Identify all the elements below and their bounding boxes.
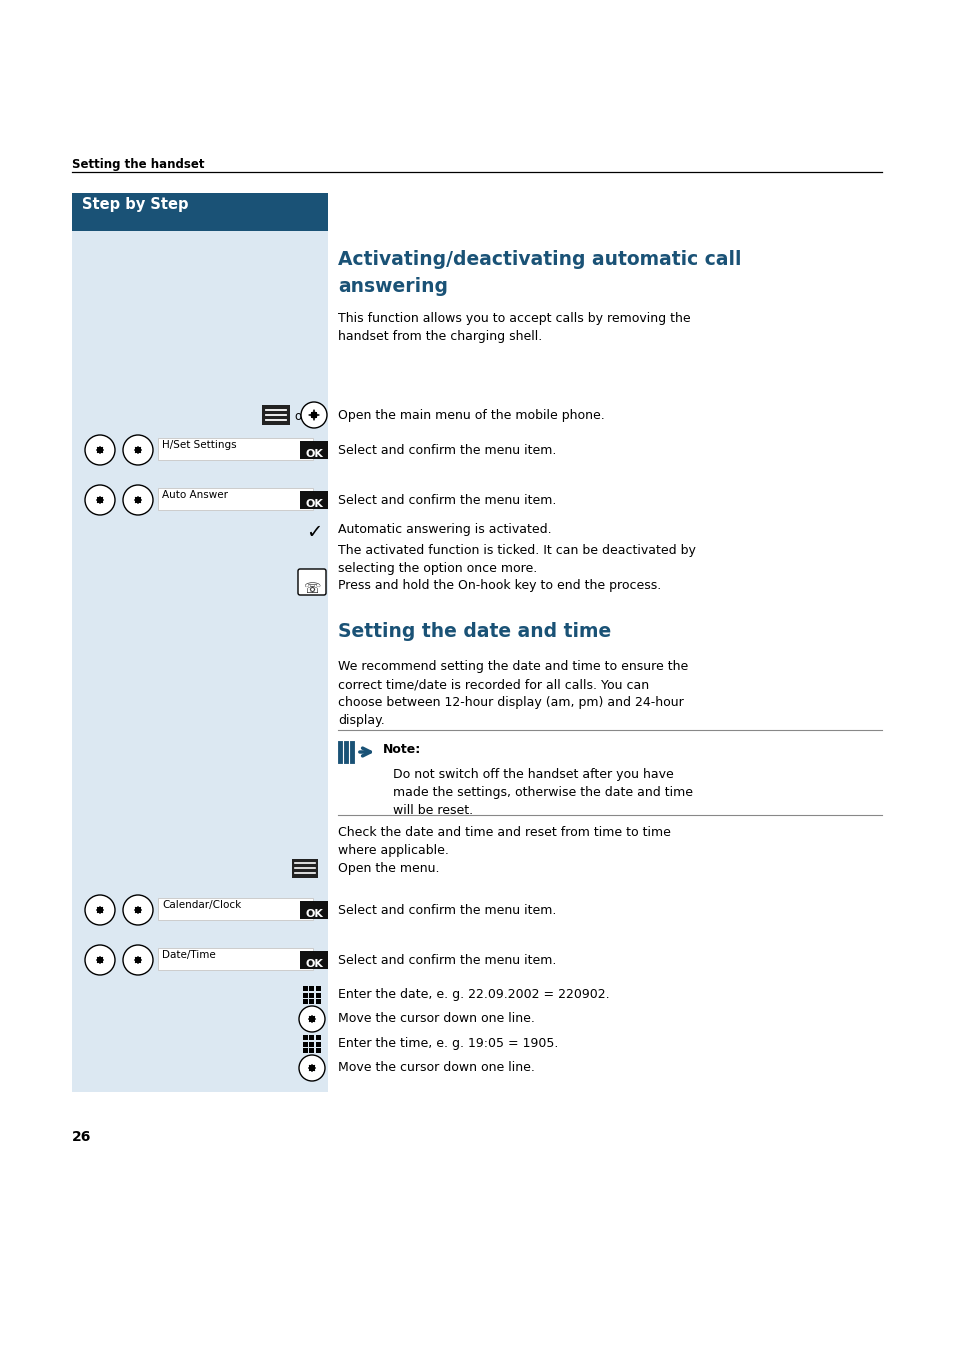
Circle shape bbox=[123, 485, 152, 515]
Bar bbox=[97, 447, 103, 453]
Bar bbox=[303, 1042, 308, 1047]
FancyBboxPatch shape bbox=[297, 569, 326, 594]
Text: Automatic answering is activated.: Automatic answering is activated. bbox=[337, 523, 551, 536]
Text: Check the date and time and reset from time to time
where applicable.: Check the date and time and reset from t… bbox=[337, 825, 670, 857]
Text: Auto Answer: Auto Answer bbox=[162, 490, 228, 500]
Circle shape bbox=[298, 1006, 325, 1032]
Circle shape bbox=[85, 944, 115, 975]
Bar bbox=[315, 1035, 320, 1040]
Bar bbox=[158, 438, 313, 459]
Text: OK: OK bbox=[305, 909, 323, 919]
Bar bbox=[292, 859, 317, 878]
Bar bbox=[309, 1042, 314, 1047]
Text: Calendar/Clock: Calendar/Clock bbox=[162, 900, 241, 911]
Bar bbox=[309, 1035, 314, 1040]
Circle shape bbox=[301, 403, 327, 428]
Bar bbox=[299, 951, 328, 969]
Text: Move the cursor down one line.: Move the cursor down one line. bbox=[337, 1012, 535, 1025]
Bar bbox=[309, 1016, 314, 1021]
Circle shape bbox=[85, 894, 115, 925]
Text: Note:: Note: bbox=[382, 743, 421, 757]
Text: or: or bbox=[294, 409, 306, 423]
Text: Select and confirm the menu item.: Select and confirm the menu item. bbox=[337, 494, 556, 507]
Text: Setting the handset: Setting the handset bbox=[71, 158, 204, 172]
Text: Step by Step: Step by Step bbox=[82, 197, 189, 212]
Text: H/Set Settings: H/Set Settings bbox=[162, 440, 236, 450]
Bar bbox=[315, 1048, 320, 1052]
Bar bbox=[299, 901, 328, 919]
Text: Date/Time: Date/Time bbox=[162, 950, 215, 961]
Circle shape bbox=[85, 485, 115, 515]
Bar bbox=[309, 1065, 314, 1071]
Text: 26: 26 bbox=[71, 1129, 91, 1144]
Bar bbox=[262, 405, 290, 426]
Text: Activating/deactivating automatic call: Activating/deactivating automatic call bbox=[337, 250, 740, 269]
Bar bbox=[315, 1042, 320, 1047]
Bar bbox=[97, 907, 103, 913]
Text: We recommend setting the date and time to ensure the
correct time/date is record: We recommend setting the date and time t… bbox=[337, 661, 687, 727]
Bar bbox=[158, 948, 313, 970]
Bar bbox=[303, 1035, 308, 1040]
Text: OK: OK bbox=[305, 959, 323, 969]
Bar bbox=[135, 957, 141, 963]
Circle shape bbox=[85, 435, 115, 465]
Bar bbox=[309, 993, 314, 997]
Circle shape bbox=[123, 894, 152, 925]
Bar bbox=[303, 986, 308, 992]
Text: Setting the date and time: Setting the date and time bbox=[337, 621, 611, 640]
Bar bbox=[135, 447, 141, 453]
Bar bbox=[71, 193, 328, 1092]
Bar bbox=[299, 490, 328, 509]
Text: Enter the time, e. g. 19:05 = 1905.: Enter the time, e. g. 19:05 = 1905. bbox=[337, 1038, 558, 1050]
Text: answering: answering bbox=[337, 277, 448, 296]
Text: Open the main menu of the mobile phone.: Open the main menu of the mobile phone. bbox=[337, 409, 604, 422]
Bar bbox=[309, 998, 314, 1004]
Bar bbox=[158, 898, 313, 920]
Bar bbox=[315, 993, 320, 997]
Bar bbox=[315, 998, 320, 1004]
Bar bbox=[135, 497, 141, 503]
Bar bbox=[299, 440, 328, 459]
Circle shape bbox=[123, 435, 152, 465]
Text: OK: OK bbox=[305, 449, 323, 459]
Bar bbox=[309, 986, 314, 992]
Text: Enter the date, e. g. 22.09.2002 = 220902.: Enter the date, e. g. 22.09.2002 = 22090… bbox=[337, 988, 609, 1001]
Text: The activated function is ticked. It can be deactivated by
selecting the option : The activated function is ticked. It can… bbox=[337, 544, 695, 576]
Bar bbox=[71, 193, 328, 231]
Bar bbox=[158, 488, 313, 509]
Bar bbox=[135, 907, 141, 913]
Text: Do not switch off the handset after you have
made the settings, otherwise the da: Do not switch off the handset after you … bbox=[393, 767, 692, 817]
Circle shape bbox=[123, 944, 152, 975]
Text: Press and hold the On-hook key to end the process.: Press and hold the On-hook key to end th… bbox=[337, 580, 660, 592]
Text: Select and confirm the menu item.: Select and confirm the menu item. bbox=[337, 444, 556, 457]
Text: Move the cursor down one line.: Move the cursor down one line. bbox=[337, 1061, 535, 1074]
Text: This function allows you to accept calls by removing the
handset from the chargi: This function allows you to accept calls… bbox=[337, 312, 690, 343]
Text: Select and confirm the menu item.: Select and confirm the menu item. bbox=[337, 954, 556, 967]
Text: OK: OK bbox=[305, 499, 323, 509]
Bar bbox=[311, 412, 316, 417]
Bar bbox=[309, 1048, 314, 1052]
Bar bbox=[303, 998, 308, 1004]
Bar bbox=[97, 957, 103, 963]
Bar bbox=[303, 1048, 308, 1052]
Bar bbox=[97, 497, 103, 503]
Text: ☏: ☏ bbox=[303, 582, 320, 596]
Bar bbox=[315, 986, 320, 992]
Text: Open the menu.: Open the menu. bbox=[337, 862, 439, 875]
Text: Select and confirm the menu item.: Select and confirm the menu item. bbox=[337, 904, 556, 917]
Circle shape bbox=[298, 1055, 325, 1081]
Bar bbox=[303, 993, 308, 997]
Text: ✓: ✓ bbox=[306, 523, 322, 542]
